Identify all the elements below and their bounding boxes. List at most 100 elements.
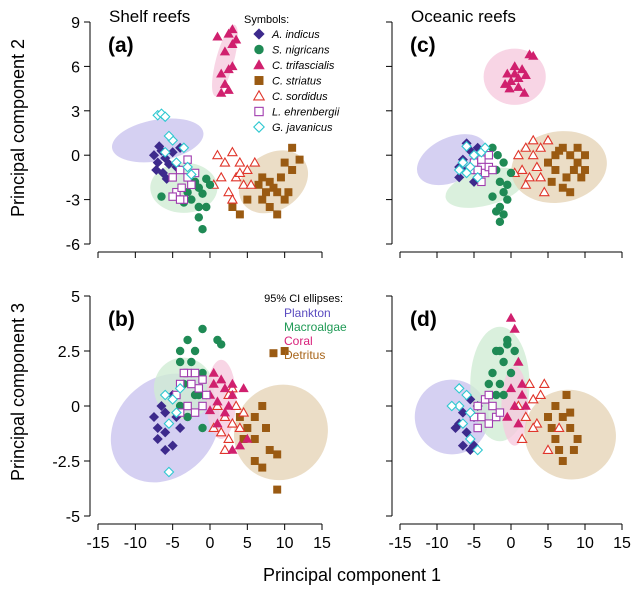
data-point — [258, 463, 267, 472]
data-point — [250, 413, 259, 421]
ci-ellipses — [414, 326, 616, 480]
y-axis-label-pc2: Principal component 2 — [8, 39, 28, 217]
data-point — [516, 389, 528, 399]
panel-d: -15 -10 -5 0 5 10 15 (d) — [386, 295, 631, 552]
ellipse-legend-title: 95% CI ellipses: — [264, 293, 343, 305]
data-point — [208, 378, 219, 388]
data-point — [265, 203, 274, 211]
data-point — [243, 195, 252, 204]
data-point — [231, 34, 242, 44]
data-point — [484, 379, 494, 389]
ellipse-detritus — [233, 384, 328, 481]
data-point — [573, 158, 582, 167]
x-tick-label: 15 — [613, 535, 631, 552]
data-point — [154, 141, 165, 152]
data-point — [198, 324, 207, 334]
data-point — [581, 151, 589, 160]
data-point — [194, 213, 204, 222]
data-point — [163, 130, 175, 142]
data-point — [535, 389, 547, 400]
data-point — [187, 195, 196, 204]
series-l-ehrenbergii — [469, 390, 505, 433]
data-point — [581, 166, 589, 174]
series-a-indicus — [148, 141, 186, 184]
data-point — [160, 153, 171, 164]
data-point — [499, 187, 508, 197]
data-point — [204, 405, 216, 415]
data-point — [163, 466, 175, 478]
data-point — [262, 188, 270, 197]
data-point — [157, 167, 168, 178]
data-point — [519, 87, 530, 97]
x-tick-label: -10 — [425, 535, 448, 552]
data-point — [505, 312, 517, 322]
ellipse-legend-plankton: Plankton — [284, 306, 331, 320]
data-point — [223, 28, 234, 38]
data-point — [547, 177, 556, 186]
data-point — [520, 142, 532, 152]
data-point — [234, 440, 245, 450]
data-point — [464, 407, 476, 418]
legend-marker-c-sordidus — [252, 89, 266, 101]
series-g-javanicus — [159, 383, 186, 478]
data-point — [520, 70, 531, 80]
data-point — [450, 422, 461, 434]
data-point — [464, 161, 476, 173]
data-point — [558, 183, 567, 192]
data-point — [198, 189, 207, 198]
data-point — [223, 400, 234, 410]
data-point — [219, 156, 231, 167]
data-point — [527, 149, 539, 160]
data-point — [171, 157, 182, 168]
data-point — [219, 78, 231, 88]
panel-label: (b) — [108, 308, 135, 331]
data-point — [216, 340, 226, 349]
series-s-nigricans — [484, 335, 519, 400]
data-point — [558, 457, 567, 465]
data-point — [488, 401, 497, 411]
series-c-trifascialis — [499, 49, 539, 97]
data-point — [528, 50, 539, 60]
data-point — [520, 411, 532, 422]
data-point — [457, 157, 469, 168]
data-point — [211, 149, 224, 160]
data-point — [509, 323, 520, 333]
data-point — [457, 418, 469, 429]
data-point — [509, 400, 520, 410]
data-point — [212, 31, 223, 41]
x-tick-label: 0 — [206, 535, 215, 552]
legend-label-g-javanicus: G. javanicus — [272, 122, 333, 134]
data-point — [157, 192, 166, 201]
data-point — [160, 444, 171, 456]
data-point — [513, 73, 524, 82]
y-tick-label: -2.5 — [52, 454, 80, 471]
y-tick-label: 6 — [71, 59, 80, 76]
data-point — [280, 347, 289, 355]
data-point — [159, 146, 171, 158]
data-point — [551, 166, 560, 174]
y-axis-label-pc3: Principal component 3 — [8, 303, 28, 481]
series-g-javanicus — [446, 383, 484, 456]
data-point — [208, 422, 220, 433]
data-point — [472, 172, 484, 183]
data-point — [167, 440, 178, 451]
data-point — [516, 164, 528, 174]
data-point — [495, 408, 505, 417]
data-point — [454, 172, 465, 183]
series-c-striatus — [228, 143, 304, 219]
data-point — [457, 407, 468, 418]
data-point — [230, 400, 242, 411]
data-point — [477, 412, 486, 422]
data-point — [558, 413, 567, 421]
data-point — [187, 379, 196, 389]
y-tick-label: 9 — [71, 15, 80, 32]
legend-label-c-trifascialis: C. trifascialis — [272, 60, 335, 72]
x-tick-label: 0 — [507, 535, 516, 552]
data-point — [190, 346, 200, 356]
ellipse-legend-coral: Coral — [284, 334, 313, 348]
data-point — [499, 357, 508, 367]
data-point — [227, 378, 238, 388]
data-point — [175, 195, 185, 204]
data-point — [241, 164, 253, 174]
data-point — [258, 402, 267, 410]
